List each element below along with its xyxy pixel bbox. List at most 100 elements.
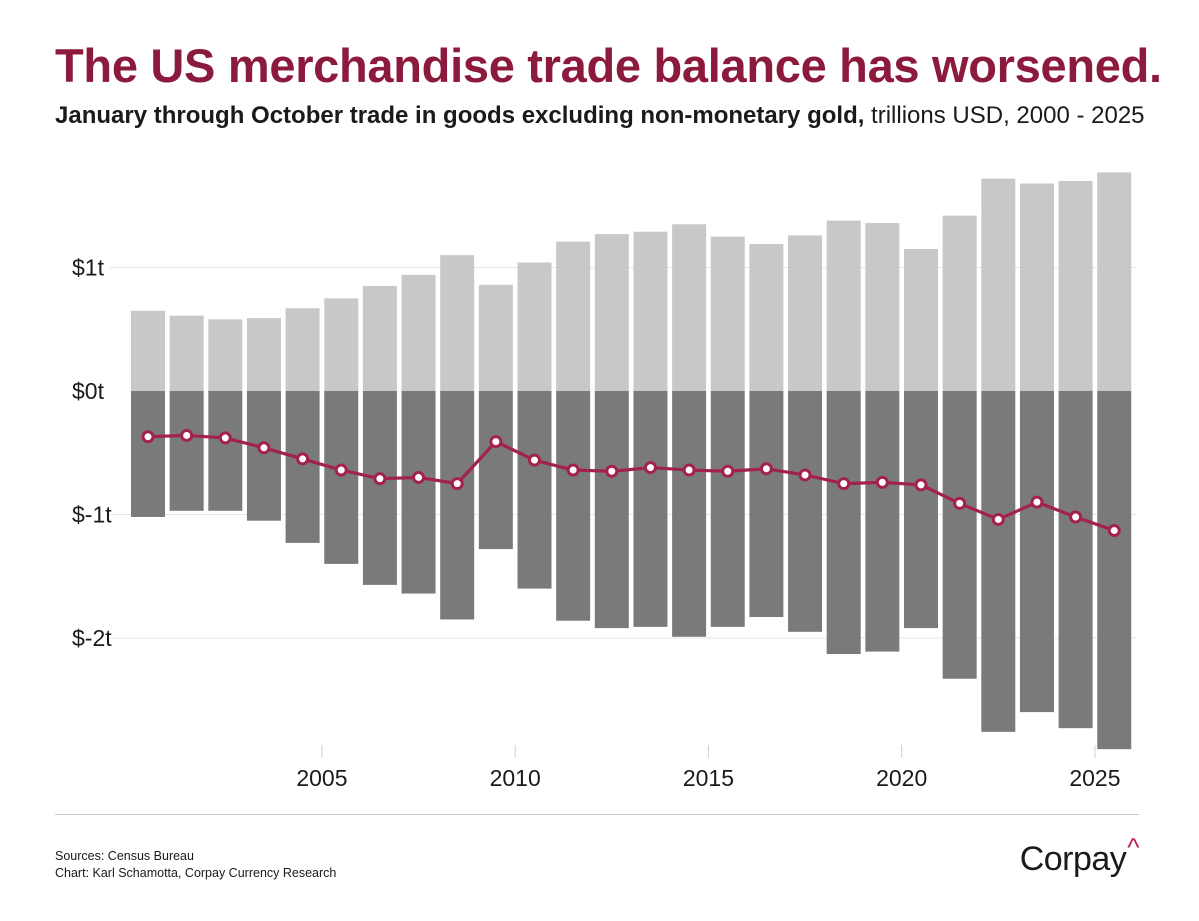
export-bar — [324, 298, 359, 391]
export-bar — [169, 315, 204, 391]
import-bar — [362, 391, 397, 585]
balance-point — [1030, 495, 1044, 509]
x-tick-label: 2020 — [876, 765, 927, 791]
import-bar — [942, 391, 977, 679]
export-bar — [1058, 181, 1093, 391]
export-bar — [362, 286, 397, 391]
export-bar — [942, 215, 977, 391]
import-bar — [1058, 391, 1093, 729]
y-tick-label: $-1t — [72, 502, 112, 528]
import-bar — [131, 391, 165, 517]
balance-point — [1107, 524, 1121, 538]
import-bar — [788, 391, 823, 632]
import-bar — [826, 391, 861, 655]
export-bar — [865, 223, 900, 391]
balance-point — [953, 496, 967, 510]
import-bar — [401, 391, 436, 594]
balance-point — [914, 478, 928, 492]
import-bar — [710, 391, 745, 627]
import-bar — [865, 391, 900, 652]
import-bar — [517, 391, 552, 589]
balance-point — [643, 461, 657, 475]
balance-point — [991, 512, 1005, 526]
balance-point — [141, 430, 155, 444]
y-axis: $1t $0t $-1t $-2t — [72, 255, 112, 652]
export-bar — [594, 234, 629, 391]
import-bar — [208, 391, 243, 511]
balance-point — [759, 462, 773, 476]
chart-subtitle: January through October trade in goods e… — [55, 102, 1145, 130]
import-bar — [440, 391, 475, 620]
balance-point — [257, 441, 271, 455]
x-tick-label: 2005 — [296, 765, 347, 791]
footer-divider — [55, 814, 1139, 815]
balance-point — [218, 431, 232, 445]
export-bar — [749, 244, 784, 391]
y-tick-label: $-2t — [72, 625, 112, 651]
export-bar — [246, 318, 281, 391]
import-bar — [285, 391, 320, 543]
balance-point — [566, 463, 580, 477]
export-bar — [208, 319, 243, 391]
balance-point — [721, 464, 735, 478]
balance-point — [296, 452, 310, 466]
subtitle-bold: January through October trade in goods e… — [55, 102, 865, 129]
export-bar — [285, 308, 320, 391]
export-bar — [788, 235, 823, 391]
balance-point — [528, 453, 541, 467]
export-bar — [131, 310, 165, 391]
balance-line-group — [141, 428, 1121, 538]
export-bar — [401, 274, 436, 391]
export-bar — [710, 236, 745, 391]
y-tick-label: $0t — [72, 378, 105, 404]
logo-text: Corpay — [1019, 840, 1127, 878]
chart-credit: Chart: Karl Schamotta, Corpay Currency R… — [55, 866, 337, 880]
sources-block: Sources: Census Bureau Chart: Karl Scham… — [55, 848, 336, 882]
subtitle-units: trillions USD, 2000 - 2025 — [864, 102, 1145, 129]
y-tick-label: $1t — [72, 255, 105, 281]
balance-point — [373, 472, 387, 486]
balance-point — [412, 470, 426, 484]
logo-caret-icon: ^ — [1127, 832, 1139, 862]
import-bar — [1019, 391, 1054, 713]
import-bar — [246, 391, 281, 521]
x-axis: 2005 2010 2015 2020 2025 — [296, 745, 1121, 791]
balance-point — [334, 463, 348, 477]
balance-line — [147, 433, 1115, 533]
balance-point — [450, 477, 464, 491]
import-bar — [324, 391, 359, 564]
import-bar — [478, 391, 513, 550]
export-bar — [633, 231, 668, 391]
import-bar — [633, 391, 668, 627]
export-bar — [826, 220, 861, 391]
balance-point — [875, 475, 889, 489]
import-bar — [1097, 391, 1132, 750]
export-bar — [672, 224, 707, 391]
balance-point — [605, 464, 619, 478]
x-tick-label: 2025 — [1069, 765, 1120, 791]
export-bar — [904, 248, 938, 391]
import-bar — [594, 391, 629, 629]
export-bar — [981, 178, 1016, 391]
chart-title: The US merchandise trade balance has wor… — [55, 39, 1162, 92]
export-bar — [556, 241, 591, 391]
balance-point — [489, 435, 503, 449]
balance-point — [1069, 510, 1083, 524]
balance-point — [798, 468, 812, 482]
corpay-logo[interactable]: Corpay^ — [1019, 832, 1140, 879]
import-bar — [556, 391, 591, 621]
x-tick-label: 2010 — [490, 765, 541, 791]
import-bar — [672, 391, 707, 637]
x-tick-label: 2015 — [683, 765, 734, 791]
sources-text: Sources: Census Bureau — [55, 849, 194, 863]
balance-point — [180, 428, 194, 442]
import-bar — [981, 391, 1016, 732]
balance-point — [682, 463, 696, 477]
export-bar — [440, 255, 475, 391]
balance-point — [837, 477, 851, 491]
export-bar — [517, 262, 552, 391]
bars-group — [131, 172, 1132, 750]
import-bar — [169, 391, 204, 511]
export-bar — [1097, 172, 1132, 391]
